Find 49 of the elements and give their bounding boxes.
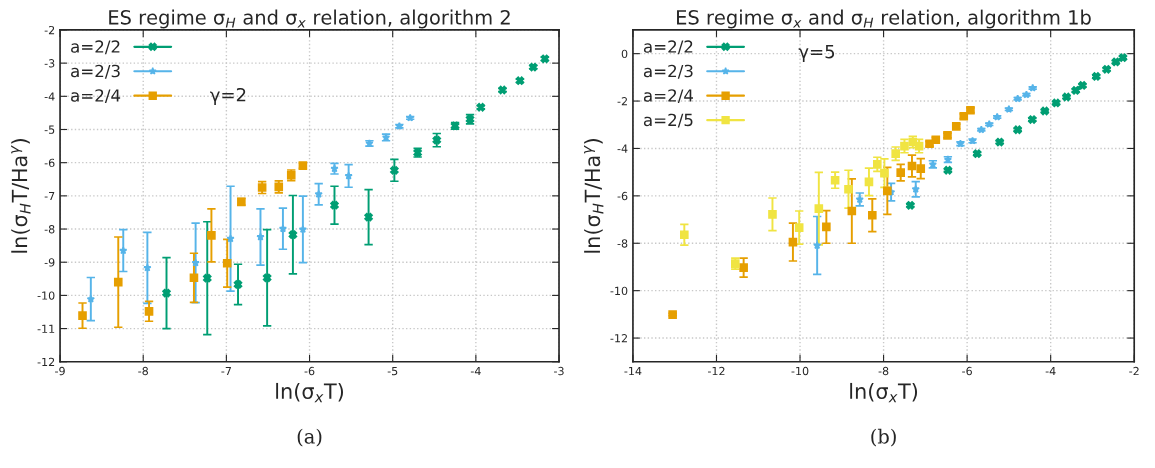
x-tick-label: -7 xyxy=(221,366,231,376)
legend-label: a=2/2 xyxy=(71,40,120,55)
y-axis-title: ln(σ$_{H}$T/Ha$^{γ}$) xyxy=(584,139,604,253)
y-tick-label: -4 xyxy=(617,144,628,153)
y-tick-label: -12 xyxy=(610,334,627,343)
y-tick-label: -9 xyxy=(44,258,55,267)
x-tick-label: -6 xyxy=(962,366,972,376)
x-tick-label: -8 xyxy=(138,366,148,376)
annotation: γ=2 xyxy=(210,87,246,106)
y-tick-label: -3 xyxy=(44,59,55,68)
x-tick-label: -3 xyxy=(554,366,564,376)
y-tick-label: -11 xyxy=(37,324,55,333)
x-tick-label: -4 xyxy=(470,366,481,376)
text: (b) xyxy=(871,428,896,447)
text: (a) xyxy=(297,428,322,447)
legend-label: a=2/5 xyxy=(643,113,693,128)
annotation: γ=5 xyxy=(798,45,835,62)
x-axis-title: ln(σ$_{x}$T) xyxy=(850,382,918,403)
legend-label: a=2/4 xyxy=(71,89,121,104)
x-tick-label: -10 xyxy=(791,366,809,376)
y-tick-label: -6 xyxy=(44,158,55,168)
y-tick-label: 0 xyxy=(621,49,628,59)
x-tick-label: -4 xyxy=(1045,366,1056,376)
y-tick-label: -8 xyxy=(617,239,628,248)
legend-label: a=2/3 xyxy=(643,64,693,79)
legend-label: a=2/3 xyxy=(71,64,120,79)
legend-label: a=2/4 xyxy=(643,89,694,104)
y-tick-label: -10 xyxy=(37,291,55,300)
x-tick-label: -5 xyxy=(387,366,398,376)
y-tick-label: -12 xyxy=(37,357,55,366)
y-tick-label: -7 xyxy=(44,191,55,201)
chart-title: ES regime σ$_{H}$ and σ$_{x}$ relation, algorithm 2 xyxy=(109,9,510,29)
y-tick-label: -8 xyxy=(44,225,55,234)
x-tick-label: -14 xyxy=(624,366,642,376)
x-tick-label: -9 xyxy=(55,366,65,376)
x-tick-label: -12 xyxy=(707,366,725,376)
x-axis-title: ln(σ$_{x}$T) xyxy=(276,382,344,403)
y-tick-label: -4 xyxy=(44,92,55,101)
legend-label: a=2/2 xyxy=(643,40,693,55)
y-axis-title: ln(σ$_{H}$T/Ha$^{γ}$) xyxy=(11,139,31,253)
x-tick-label: -8 xyxy=(878,366,889,376)
y-tick-label: -5 xyxy=(44,125,55,134)
x-tick-label: -2 xyxy=(1129,366,1139,376)
y-tick-label: -2 xyxy=(617,97,627,106)
x-tick-label: -6 xyxy=(304,366,315,376)
y-tick-label: -6 xyxy=(617,191,628,201)
y-tick-label: -2 xyxy=(44,25,55,35)
chart-title: ES regime σ$_{x}$ and σ$_{H}$ relation, algorithm 1b xyxy=(677,9,1091,29)
y-tick-label: -10 xyxy=(610,286,628,296)
